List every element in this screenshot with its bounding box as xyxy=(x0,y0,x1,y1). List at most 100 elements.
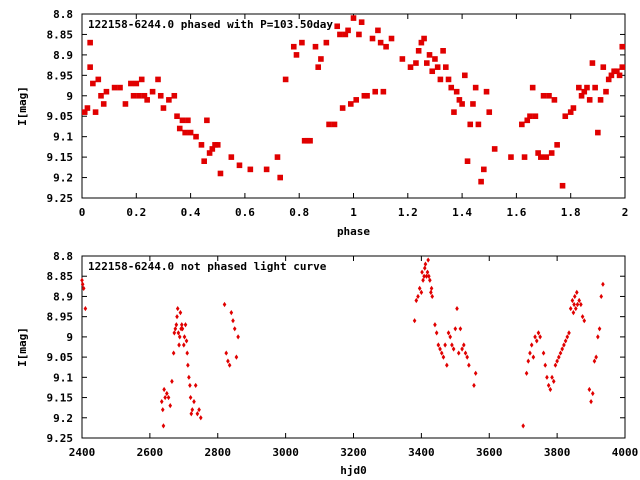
data-point xyxy=(472,382,476,389)
data-point xyxy=(170,378,174,384)
data-point xyxy=(578,92,585,99)
data-point xyxy=(473,370,478,376)
data-point xyxy=(437,76,444,83)
data-point xyxy=(356,31,362,38)
data-point xyxy=(176,125,183,132)
data-point xyxy=(619,43,626,50)
data-point xyxy=(546,92,552,99)
data-point xyxy=(413,60,419,66)
data-point xyxy=(446,330,451,336)
data-point xyxy=(204,117,210,124)
data-point xyxy=(399,56,406,62)
data-point xyxy=(475,121,482,128)
data-point xyxy=(483,88,490,95)
data-point xyxy=(160,407,165,413)
data-point xyxy=(122,101,129,107)
data-point xyxy=(608,72,615,79)
data-point xyxy=(445,76,452,83)
data-point xyxy=(436,342,441,348)
y-tick-label: 9.2 xyxy=(53,172,73,185)
x-tick-label: 2400 xyxy=(69,446,96,459)
data-point xyxy=(528,350,532,356)
data-point xyxy=(407,64,414,70)
data-point xyxy=(568,305,573,312)
data-point xyxy=(166,97,172,103)
data-point xyxy=(592,358,597,364)
x-tick-label: 1.2 xyxy=(398,206,418,219)
data-point xyxy=(467,362,471,368)
data-point xyxy=(383,43,389,50)
data-point xyxy=(451,109,457,115)
data-point xyxy=(429,289,433,295)
data-point xyxy=(136,92,142,99)
data-point xyxy=(209,146,216,152)
data-point xyxy=(178,310,183,316)
data-point xyxy=(592,84,598,91)
data-point xyxy=(491,146,498,152)
data-point xyxy=(342,31,349,38)
data-point xyxy=(184,338,189,344)
data-point xyxy=(179,322,184,328)
data-point xyxy=(538,334,542,340)
data-point xyxy=(375,27,381,34)
data-point xyxy=(472,84,479,91)
y-tick-label: 9.25 xyxy=(47,432,74,445)
data-point xyxy=(198,142,205,148)
data-point xyxy=(433,322,437,328)
data-point xyxy=(149,88,156,95)
data-point xyxy=(599,293,604,300)
data-point xyxy=(538,154,544,160)
data-point xyxy=(175,314,179,320)
data-point xyxy=(546,382,551,389)
data-point xyxy=(581,88,588,95)
x-tick-label: 1.8 xyxy=(561,206,581,219)
data-point xyxy=(369,35,376,42)
data-point xyxy=(450,342,454,348)
y-tick-label: 9.2 xyxy=(53,412,73,425)
data-point xyxy=(180,326,185,332)
y-tick-label: 8.9 xyxy=(53,49,73,62)
data-point xyxy=(534,338,539,344)
data-point xyxy=(224,350,229,356)
data-point xyxy=(535,150,541,156)
data-point xyxy=(377,39,384,46)
data-point xyxy=(290,43,297,50)
data-point xyxy=(540,92,547,99)
data-point xyxy=(597,326,602,332)
data-point xyxy=(141,92,148,99)
data-point xyxy=(185,117,191,124)
y-tick-label: 9.15 xyxy=(47,392,74,405)
plot-title: 122158-6244.0 not phased light curve xyxy=(88,260,327,273)
data-point xyxy=(470,101,476,107)
y-tick-label: 8.95 xyxy=(47,311,74,324)
data-point xyxy=(160,105,167,111)
data-point xyxy=(543,154,550,160)
data-point xyxy=(358,19,365,25)
x-tick-label: 0.8 xyxy=(289,206,309,219)
data-point xyxy=(527,113,533,120)
data-point xyxy=(81,285,86,291)
data-point xyxy=(138,76,145,83)
data-point xyxy=(563,338,568,344)
data-point xyxy=(162,386,166,393)
data-point xyxy=(188,394,193,401)
data-point xyxy=(161,423,166,429)
data-point xyxy=(364,92,370,99)
data-point xyxy=(531,354,536,360)
data-point xyxy=(519,121,525,128)
data-point xyxy=(529,84,536,91)
data-point xyxy=(415,48,422,54)
data-point xyxy=(182,342,186,348)
data-point xyxy=(227,362,232,368)
data-point xyxy=(440,48,446,54)
data-point xyxy=(103,88,110,95)
data-point xyxy=(570,105,577,111)
x-tick-label: 1.6 xyxy=(506,206,526,219)
data-point xyxy=(226,358,230,364)
data-point xyxy=(541,350,546,356)
data-point xyxy=(418,39,425,46)
data-point xyxy=(536,330,541,336)
data-point xyxy=(214,142,221,148)
x-tick-label: 1.4 xyxy=(452,206,472,219)
